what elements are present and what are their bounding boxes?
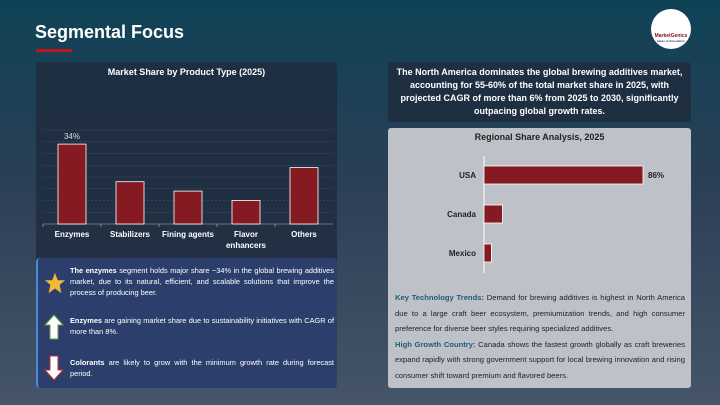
data-label: 86% <box>648 171 664 180</box>
regional-bar-chart: USA 86% Canada Mexico <box>447 156 664 273</box>
regional-share-panel: Regional Share Analysis, 2025 USA 86% Cana… <box>388 128 691 388</box>
title-underline <box>36 49 72 52</box>
bar <box>115 181 145 225</box>
regional-chart-title: Regional Share Analysis, 2025 <box>474 132 605 142</box>
data-label: 34% <box>64 132 80 141</box>
bar <box>173 190 203 225</box>
trends-text: Key Technology Trends: Demand for brewin… <box>395 293 686 380</box>
bar <box>483 243 492 263</box>
x-tick-label: Others <box>291 230 317 239</box>
y-tick-label: Canada <box>447 210 476 219</box>
chart-title: Market Share by Product Type (2025) <box>107 67 266 77</box>
company-logo: MarketGenics Ideas to Innovation <box>651 9 691 49</box>
bar <box>57 143 87 225</box>
bar <box>483 204 503 224</box>
page-title: Segmental Focus <box>35 22 185 42</box>
x-tick-label: Stabilizers <box>110 230 151 239</box>
arrow-down-icon <box>44 355 64 381</box>
star-icon <box>44 272 66 294</box>
bar <box>289 167 319 225</box>
insights-panel: The enzymes segment holds major share ~3… <box>36 258 337 388</box>
x-tick-label: enhancers <box>226 241 267 250</box>
y-tick-label: USA <box>459 171 476 180</box>
insight-item: The enzymes segment holds major share ~3… <box>70 266 334 297</box>
arrow-up-icon <box>44 314 64 340</box>
x-tick-label: Fining agents <box>162 230 215 239</box>
region-summary: The North America dominates the global b… <box>388 62 691 122</box>
insight-item: Colorants are likely to grow with the mi… <box>70 358 334 378</box>
x-tick-label: Enzymes <box>55 230 90 239</box>
insight-item: Enzymes are gaining market share due to … <box>70 316 334 336</box>
product-type-bar-chart: 34% Enzymes Stabilizers Fining agents Flavor… <box>42 129 333 250</box>
bar <box>231 200 261 225</box>
bar <box>483 165 644 185</box>
y-tick-label: Mexico <box>449 249 476 258</box>
x-tick-label: Flavor <box>234 230 258 239</box>
